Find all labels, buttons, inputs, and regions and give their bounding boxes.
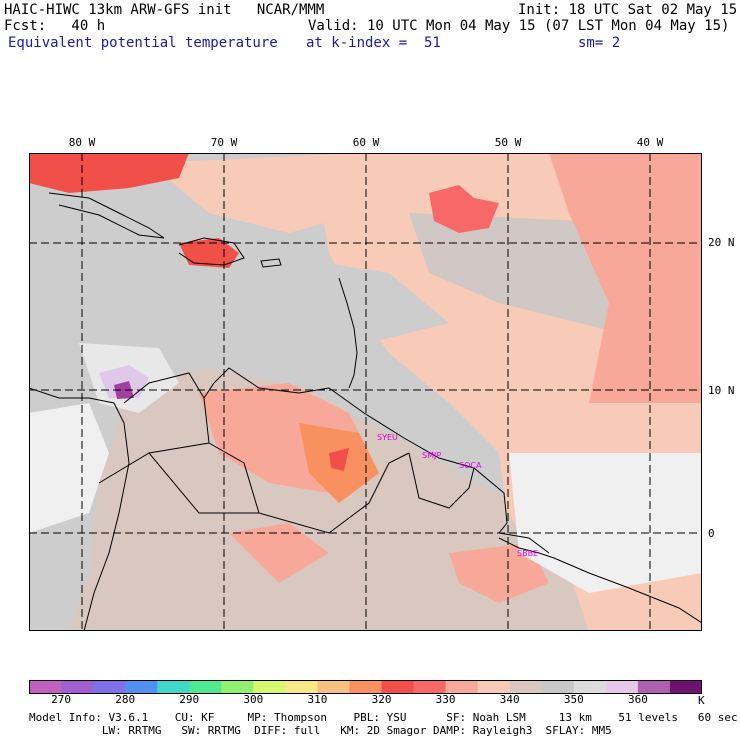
field-name: Equivalent potential temperature — [8, 35, 278, 51]
colorbar-swatch — [93, 680, 126, 694]
colorbar-swatch — [285, 680, 318, 694]
forecast-hour: Fcst: 40 h — [4, 18, 106, 34]
colorbar-tick-label: 360 — [627, 693, 648, 706]
puerto-rico-coast — [260, 258, 282, 268]
theta-e-map: SYEU SMJP SOCA SBBE — [29, 153, 702, 631]
country-border — [148, 442, 210, 454]
colorbar-swatch — [125, 680, 158, 694]
colorbar-swatch — [349, 680, 383, 694]
colorbar-swatch — [605, 680, 639, 694]
brazil-coast — [498, 537, 702, 624]
colorbar-swatch — [253, 680, 286, 694]
title-line: HAIC-HIWC 13km ARW-GFS init NCAR/MMM — [4, 2, 325, 18]
colorbar-swatch — [221, 680, 254, 694]
north-atlantic-tan — [149, 153, 359, 233]
lon-label: 70 W — [210, 136, 238, 149]
colorbar-tick-label: 270 — [51, 693, 71, 706]
gray-streak — [229, 248, 449, 343]
amazon-white-region — [509, 453, 702, 593]
country-border — [203, 397, 410, 534]
colorbar-tick-label: 350 — [563, 693, 584, 706]
warm-land-patch — [329, 448, 349, 471]
colorbar-swatch — [477, 680, 511, 694]
hispaniola-red — [179, 238, 239, 268]
station-label: SYEU — [377, 433, 398, 442]
lon-label: 80 W — [68, 136, 96, 149]
model-info-line2: LW: RRTMG SW: RRTMG DIFF: full KM: 2D Sm… — [29, 724, 612, 737]
lat-label: 0 — [708, 527, 715, 540]
colorbar-tick-label: 280 — [115, 693, 136, 706]
warm-land-patch — [449, 543, 549, 603]
colorbar-swatch — [317, 680, 350, 694]
colorbar-tick-label: 330 — [435, 693, 456, 706]
colorbar-tick-label: 300 — [243, 693, 264, 706]
south-america-coast — [123, 367, 550, 554]
station-label: SOCA — [459, 461, 482, 470]
colorbar-swatch — [637, 680, 671, 694]
station-label: SBBE — [517, 549, 538, 558]
cuba-coast — [48, 192, 165, 239]
lesser-antilles — [338, 277, 358, 389]
lon-label: 40 W — [636, 136, 664, 149]
lat-label: 10 N — [708, 384, 735, 397]
lon-label: 50 W — [494, 136, 522, 149]
map-frame — [29, 153, 702, 631]
east-pink-region — [549, 153, 702, 403]
red-patch-north — [29, 153, 189, 193]
colorbar-tick-label: 340 — [499, 693, 520, 706]
pacific-white-region — [29, 403, 109, 533]
smoothing-label: sm= 2 — [578, 35, 621, 51]
colorbar-swatch — [445, 680, 479, 694]
colorbar-swatch — [189, 680, 222, 694]
colorbar-swatch — [61, 680, 94, 694]
red-patch-atlantic — [429, 185, 499, 233]
lilac-patch — [99, 365, 149, 398]
colorbar-swatch — [669, 680, 702, 694]
colorbar-tick-label: 290 — [179, 693, 200, 706]
level-label: at k-index = 51 — [306, 35, 441, 51]
colorbar-swatch — [381, 680, 415, 694]
hispaniola-coast — [178, 237, 245, 266]
central-america-coast — [29, 387, 130, 631]
colorbar-swatch — [29, 680, 62, 694]
colorbar-swatch — [509, 680, 543, 694]
warm-land-patch — [229, 523, 329, 583]
station-label: SMJP — [422, 451, 441, 460]
colorbar-swatch — [413, 680, 447, 694]
colorbar-swatch — [541, 680, 575, 694]
model-info-line1: Model Info: V3.6.1 CU: KF MP: Thompson P… — [29, 711, 738, 724]
colorbar — [29, 680, 702, 694]
lat-label: 20 N — [708, 236, 735, 249]
colorbar-swatch — [157, 680, 190, 694]
valid-time: Valid: 10 UTC Mon 04 May 15 (07 LST Mon … — [308, 18, 730, 34]
lon-label: 60 W — [352, 136, 380, 149]
country-border — [98, 452, 259, 514]
purple-patch — [114, 381, 134, 399]
colorbar-unit: K — [698, 694, 705, 707]
colorbar-tick-label: 320 — [371, 693, 392, 706]
init-time: Init: 18 UTC Sat 02 May 15 — [518, 2, 738, 18]
country-border — [408, 452, 475, 509]
colorbar-tick-label: 310 — [307, 693, 328, 706]
colorbar-swatch — [573, 680, 607, 694]
